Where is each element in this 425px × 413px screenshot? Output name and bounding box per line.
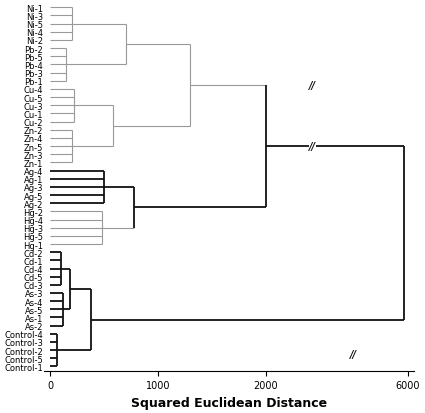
Text: //: // bbox=[309, 142, 316, 152]
X-axis label: Squared Euclidean Distance: Squared Euclidean Distance bbox=[131, 396, 327, 409]
Text: //: // bbox=[350, 349, 357, 359]
Text: //: // bbox=[309, 81, 316, 90]
